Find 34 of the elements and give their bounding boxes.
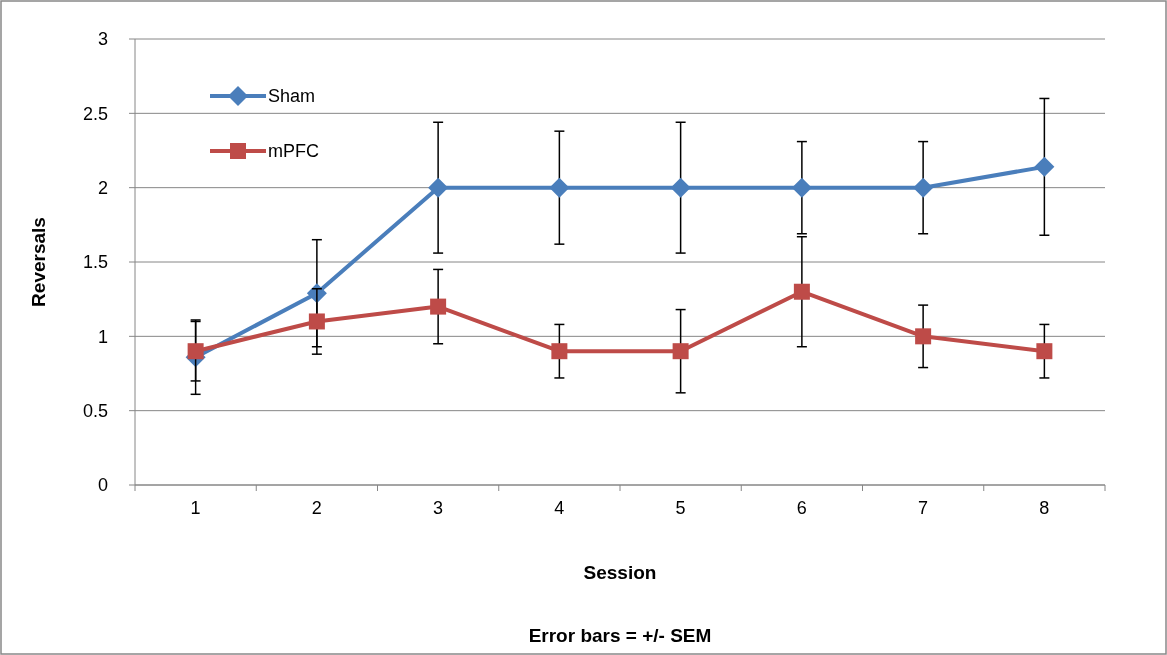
point <box>308 313 325 330</box>
legend-label: mPFC <box>268 141 319 162</box>
point <box>551 343 568 360</box>
legend-label: Sham <box>268 86 316 107</box>
point <box>672 343 689 360</box>
x-tick-label: 3 <box>433 498 444 518</box>
x-tick-label: 5 <box>675 498 686 518</box>
x-tick-label: 2 <box>311 498 322 518</box>
point <box>913 177 934 198</box>
point <box>1034 156 1055 177</box>
x-tick-label: 6 <box>796 498 807 518</box>
x-tick-label: 7 <box>918 498 929 518</box>
y-tick-label: 2 <box>97 177 108 198</box>
x-tick-label: 1 <box>190 498 201 518</box>
y-tick-label: 1 <box>97 326 108 347</box>
y-axis-title: Reversals <box>28 217 49 307</box>
point <box>430 298 447 315</box>
point <box>670 177 691 198</box>
point <box>791 177 812 198</box>
y-tick-label: 0.5 <box>82 400 108 421</box>
x-tick-label: 4 <box>554 498 565 518</box>
y-tick-label: 3 <box>97 29 108 50</box>
point <box>1036 343 1053 360</box>
point <box>915 328 932 345</box>
point <box>187 343 204 360</box>
point <box>793 283 810 300</box>
point <box>428 177 449 198</box>
x-axis-title: Session <box>583 562 657 583</box>
y-tick-label: 0 <box>97 475 108 496</box>
y-tick-label: 1.5 <box>82 252 108 273</box>
text: Error bars = +/- SEM <box>528 625 712 646</box>
point <box>549 177 570 198</box>
x-tick-label: 8 <box>1039 498 1050 518</box>
y-tick-label: 2.5 <box>82 103 108 124</box>
